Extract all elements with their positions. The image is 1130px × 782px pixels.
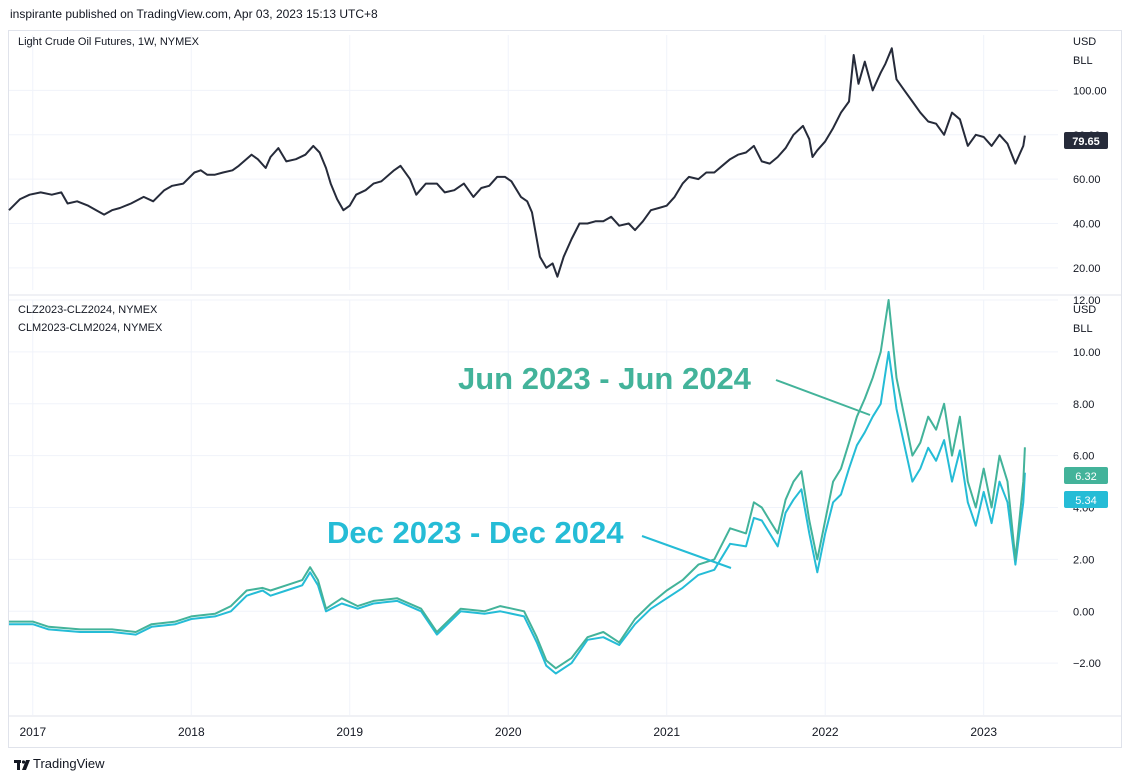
dec-spread-line [9, 350, 1026, 675]
x-tick-label: 2023 [970, 725, 997, 739]
crude-oil-line [8, 47, 1026, 278]
grid-lines [9, 35, 1058, 715]
x-tick-label: 2018 [178, 725, 205, 739]
dec-last-value-label: 5.34 [1075, 495, 1096, 507]
jun-annotation-arrow [775, 379, 871, 416]
tradingview-logo-icon [14, 759, 30, 770]
dec-annotation-arrow [641, 535, 732, 569]
bottom-y-tick-label: 10.00 [1073, 347, 1101, 359]
jun-last-value-label: 6.32 [1075, 471, 1096, 483]
publisher-header: inspirante published on TradingView.com,… [10, 7, 378, 21]
footer-brand: TradingView [33, 756, 105, 771]
top-y-tick-label: 60.00 [1073, 174, 1101, 186]
x-tick-label: 2020 [495, 725, 522, 739]
bottom-y-tick-label: 8.00 [1073, 399, 1094, 411]
jun-last-value-badge [1064, 467, 1108, 484]
dec-last-value-badge [1064, 491, 1108, 508]
bottom-y-tick-label: 6.00 [1073, 451, 1094, 463]
x-tick-label: 2022 [812, 725, 839, 739]
x-tick-label: 2017 [19, 725, 46, 739]
bottom-y-tick-label: 2.00 [1073, 554, 1094, 566]
x-tick-label: 2021 [653, 725, 680, 739]
bottom-y-tick-label: −2.00 [1073, 658, 1101, 670]
top-y-tick-label: 20.00 [1073, 263, 1101, 275]
bottom-unit-bll: BLL [1073, 323, 1093, 335]
footer: TradingView [14, 756, 105, 771]
top-unit-usd: USD [1073, 36, 1096, 48]
dec-annotation: Dec 2023 - Dec 2024 [327, 515, 624, 550]
jun-annotation: Jun 2023 - Jun 2024 [458, 361, 752, 396]
bottom-y-tick-label: 0.00 [1073, 606, 1094, 618]
top-y-tick-label: 100.00 [1073, 85, 1107, 97]
crude-last-value-badge [1064, 132, 1108, 149]
legend-clz: CLZ2023-CLZ2024, NYMEX [18, 304, 158, 316]
x-axis: 2017 2018 2019 2020 2021 2022 2023 [19, 725, 997, 739]
legend-clm: CLM2023-CLM2024, NYMEX [18, 322, 163, 334]
x-tick-label: 2019 [336, 725, 363, 739]
top-y-tick-label: 40.00 [1073, 219, 1101, 231]
jun-spread-line [9, 299, 1026, 670]
chart-frame [8, 30, 1122, 748]
top-unit-bll: BLL [1073, 55, 1093, 67]
bottom-y-tick-label: 12.00 [1073, 295, 1101, 307]
crude-last-value-label: 79.65 [1072, 136, 1100, 148]
top-legend-crude: Light Crude Oil Futures, 1W, NYMEX [18, 36, 200, 48]
bottom-unit-usd: USD [1073, 304, 1096, 316]
